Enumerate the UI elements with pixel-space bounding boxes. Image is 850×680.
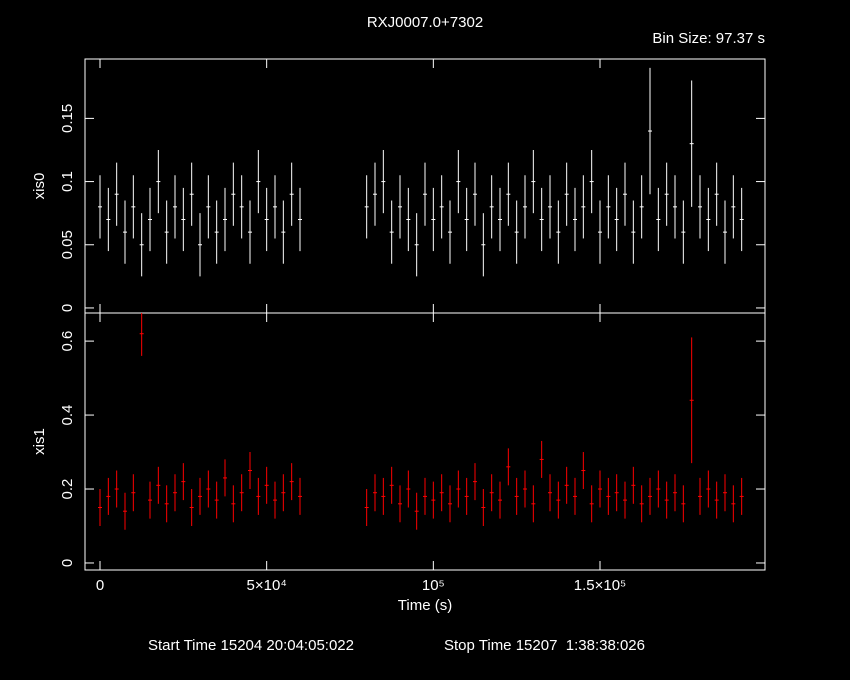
plot-frame — [84, 58, 766, 571]
stop-time: Stop Time 15207 1:38:38:026 — [444, 637, 645, 654]
chart-title: RXJ0007.0+7302 — [367, 14, 483, 31]
y-tick-label: 0.15 — [59, 104, 76, 133]
y-axis-label: xis0 — [31, 173, 48, 200]
y-tick-label: 0.6 — [59, 331, 76, 352]
y-tick-label: 0.2 — [59, 479, 76, 500]
x-tick-label: 1.5×10⁵ — [574, 577, 627, 594]
y-tick-label: 0 — [59, 559, 76, 567]
bin-size: Bin Size: 97.37 s — [652, 30, 765, 47]
y-axis-label: xis1 — [31, 428, 48, 455]
x-axis-label: Time (s) — [398, 597, 452, 614]
y-tick-label: 0.4 — [59, 405, 76, 426]
x-tick-label: 5×10⁴ — [247, 577, 287, 594]
x-tick-label: 10⁵ — [422, 577, 445, 594]
y-tick-label: 0.05 — [59, 230, 76, 259]
y-tick-label: 0 — [59, 304, 76, 312]
y-tick-label: 0.1 — [59, 171, 76, 192]
x-tick-label: 0 — [96, 577, 104, 594]
start-time: Start Time 15204 20:04:05:022 — [148, 637, 354, 654]
